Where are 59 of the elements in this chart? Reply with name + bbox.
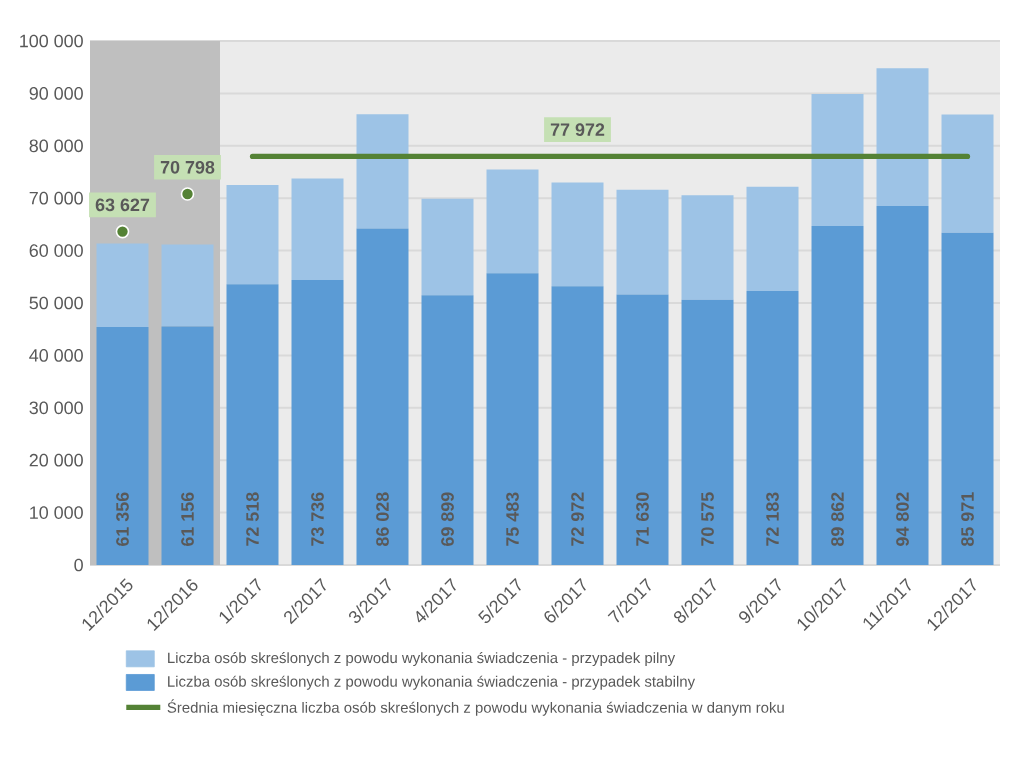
bar xyxy=(551,286,604,565)
total-label: 89 862 xyxy=(831,492,844,547)
bar xyxy=(486,169,539,274)
total-label: 71 630 xyxy=(636,492,649,546)
bar xyxy=(876,68,929,207)
total-label: 61 156 xyxy=(181,492,194,546)
y-tick-label: 100 000 xyxy=(20,34,83,48)
legend-label: Liczba osób skreślonych z powodu wykonania świadczenia - przypadek pilny xyxy=(168,651,676,667)
bar xyxy=(161,244,214,327)
total-label: 70 575 xyxy=(701,492,714,546)
bar xyxy=(941,232,994,565)
y-tick-label: 80 000 xyxy=(29,139,83,153)
bar xyxy=(226,185,279,285)
y-tick-label: 0 xyxy=(74,558,83,572)
bar xyxy=(356,228,409,565)
data-label: 70 798 xyxy=(160,160,215,174)
bar xyxy=(356,114,409,229)
bar xyxy=(96,327,149,565)
bar xyxy=(811,94,864,226)
bar xyxy=(421,198,474,296)
bar xyxy=(96,243,149,328)
bar xyxy=(226,284,279,565)
bar xyxy=(291,178,344,280)
total-label: 73 736 xyxy=(311,492,324,546)
y-tick-label: 60 000 xyxy=(29,244,83,257)
y-tick-label: 30 000 xyxy=(29,401,83,415)
total-label: 94 802 xyxy=(896,492,909,546)
y-tick-label: 20 000 xyxy=(29,453,83,467)
bar xyxy=(161,326,214,565)
total-label: 85 971 xyxy=(961,492,974,547)
total-label: 72 518 xyxy=(246,492,259,546)
bar xyxy=(616,189,669,295)
bar xyxy=(746,186,799,291)
data-label: 63 627 xyxy=(95,198,150,212)
bar xyxy=(681,195,734,300)
total-label: 86 028 xyxy=(376,492,389,547)
data-label: 77 972 xyxy=(550,123,605,137)
bar xyxy=(551,182,604,287)
bar xyxy=(421,295,474,565)
legend-label: Średnia miesięczna liczba osób skreślonych z powodu wykonania świadczenia w danym roku xyxy=(167,699,784,716)
y-tick-label: 40 000 xyxy=(29,349,83,362)
bar xyxy=(811,225,864,565)
bar xyxy=(876,206,929,565)
y-tick-label: 70 000 xyxy=(29,191,83,205)
total-label: 75 483 xyxy=(506,492,519,546)
total-label: 61 356 xyxy=(116,492,129,546)
y-tick-label: 50 000 xyxy=(29,296,83,310)
bar xyxy=(941,114,994,233)
y-tick-label: 10 000 xyxy=(30,506,83,519)
bar xyxy=(681,299,734,565)
bar xyxy=(746,290,799,565)
y-tick-label: 90 000 xyxy=(29,87,83,100)
bar xyxy=(291,279,344,565)
bar xyxy=(486,273,539,565)
legend-label: Liczba osób skreślonych z powodu wykonania świadczenia - przypadek stabilny xyxy=(168,675,696,690)
bar xyxy=(616,294,669,565)
total-label: 72 183 xyxy=(766,492,779,546)
total-label: 72 972 xyxy=(571,492,584,546)
total-label: 69 899 xyxy=(441,492,454,546)
